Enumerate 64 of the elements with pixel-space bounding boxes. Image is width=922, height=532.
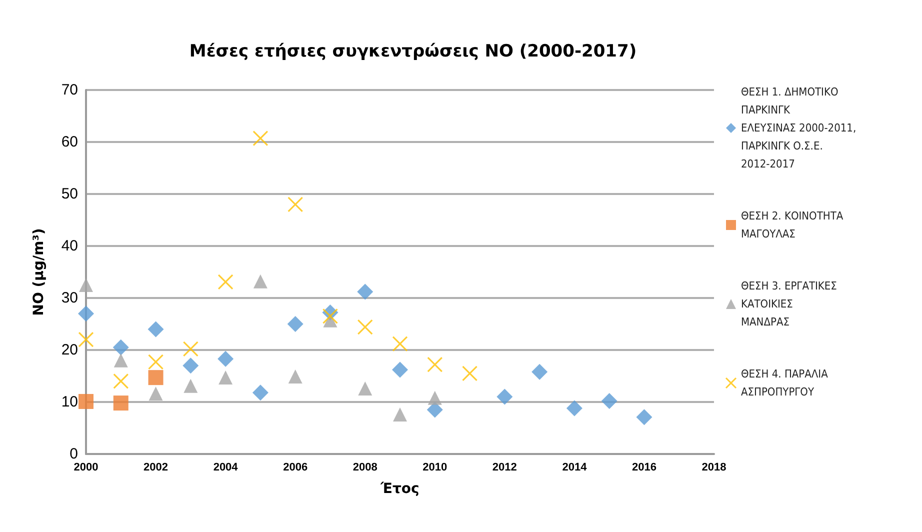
x-tick-label: 2010	[422, 462, 448, 474]
point	[566, 400, 582, 416]
point	[148, 386, 163, 401]
point	[218, 274, 234, 290]
point	[252, 384, 268, 401]
y-tick-label: 40	[61, 238, 78, 254]
x-tick-label: 2012	[492, 462, 517, 474]
point	[113, 373, 129, 389]
point	[112, 339, 129, 356]
y-tick-label: 70	[61, 82, 78, 98]
point	[148, 354, 164, 370]
point	[393, 407, 407, 422]
y-tick-label: 30	[61, 290, 78, 306]
point	[287, 316, 304, 332]
x-tick-label: 2002	[144, 462, 168, 474]
point	[78, 394, 94, 409]
point	[114, 353, 128, 368]
point	[184, 378, 198, 393]
point	[78, 332, 94, 348]
y-tick-label: 60	[61, 134, 78, 150]
legend-label: ΘΕΣΗ 2. ΚΟΙΝΟΤΗΤΑ ΜΑΓΟΥΛΑΣ	[741, 210, 846, 240]
y-tick-label: 50	[61, 186, 78, 202]
point	[218, 350, 234, 367]
point	[427, 356, 443, 372]
x-tick-label: 2018	[702, 462, 726, 474]
point	[358, 381, 372, 396]
x-tick-label: 2006	[283, 462, 308, 474]
y-tick-label: 0	[70, 446, 78, 462]
point	[357, 284, 374, 300]
x-tick-label: 2004	[213, 462, 239, 474]
point	[113, 396, 128, 411]
point	[462, 366, 478, 382]
point	[252, 130, 268, 146]
x-tick-label: 2016	[632, 462, 656, 474]
point	[392, 336, 408, 352]
y-tick-label: 20	[61, 342, 78, 358]
x-tick-label: 2000	[74, 462, 98, 474]
point	[253, 274, 268, 288]
x-tick-label: 2008	[352, 462, 378, 474]
point	[182, 341, 198, 357]
point	[496, 388, 513, 405]
legend-label: ΘΕΣΗ 1. ΔΗΜΟΤΙΚΟ ΠΑΡΚΙΝΓΚ ΕΛΕΥΣΙΝΑΣ 2000-2011, ΠΑΡΚΙΝΓΚ Ο.Σ.Ε. 2012-2017	[741, 86, 860, 170]
x-tick-label: 2014	[562, 462, 588, 474]
chart-title: Μέσες ετήσιες συγκεντρώσεις NO (2000-2017)	[189, 42, 637, 62]
point	[357, 319, 373, 335]
point	[601, 392, 618, 409]
point	[428, 390, 442, 405]
point	[288, 370, 302, 384]
x-axis-title: Έτος	[380, 481, 420, 497]
legend-label: ΘΕΣΗ 3. ΕΡΓΑΤΙΚΕΣ ΚΑΤΟΙΚΙΕΣ ΜΑΝΔΡΑΣ	[741, 280, 840, 328]
y-tick-label: 10	[61, 394, 78, 410]
point	[392, 362, 408, 378]
y-axis-title: NO (μg/m³)	[31, 228, 47, 316]
point	[182, 358, 199, 374]
point	[288, 196, 304, 212]
point	[148, 321, 164, 338]
point	[322, 308, 338, 324]
point	[148, 370, 164, 386]
point	[218, 370, 233, 385]
legend-label: ΘΕΣΗ 4. ΠΑΡΑΛΙΑ ΑΣΠΡΟΠΥΡΓΟΥ	[741, 368, 831, 398]
point	[636, 409, 652, 426]
point	[532, 364, 548, 380]
point	[79, 278, 93, 292]
point	[78, 306, 94, 322]
